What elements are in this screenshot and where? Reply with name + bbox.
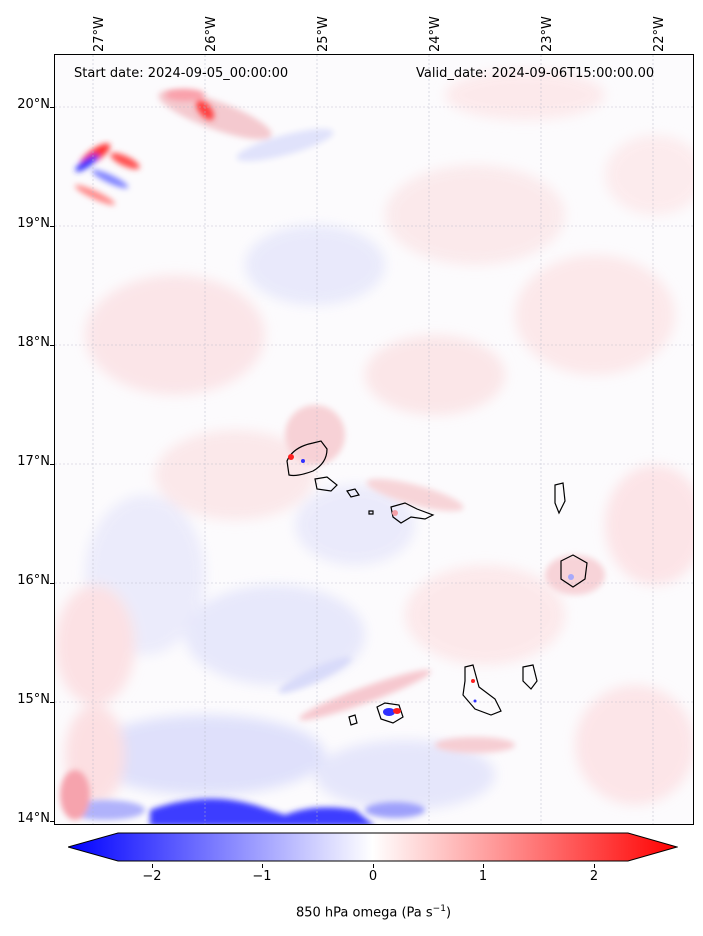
omega-field [55,55,693,824]
colorbar-title-text: 850 hPa omega (Pa s [295,905,433,921]
lat-label-18n: 18°N [17,335,50,350]
map-plot-area [54,54,694,825]
colorbar-tick [483,864,484,868]
lat-label-20n: 20°N [17,97,50,112]
lat-label-15n: 15°N [17,692,50,707]
colorbar-tick-label: 1 [478,869,488,884]
lat-tick [50,464,54,465]
colorbar-title: 850 hPa omega (Pa s−1) [0,904,703,920]
lat-label-16n: 16°N [17,573,50,588]
colorbar-tick [152,864,153,868]
lat-tick [50,702,54,703]
lat-label-17n: 17°N [17,454,50,469]
valid-date-label: Valid_date: 2024-09-06T15:00:00.00 [416,66,655,81]
lat-tick [50,226,54,227]
colorbar-title-exponent: −1 [432,904,446,914]
lon-label-26w: 26°W [204,16,219,52]
coastlines [286,440,588,726]
colorbar-title-close: ) [445,905,452,921]
start-date-label: Start date: 2024-09-05_00:00:00 [74,66,289,81]
colorbar-tick [594,864,595,868]
lon-label-27w: 27°W [92,16,107,52]
lat-tick [50,821,54,822]
lon-label-22w: 22°W [652,16,667,52]
lat-label-19n: 19°N [17,216,50,231]
lon-label-23w: 23°W [540,16,555,52]
colorbar-tick-label: 2 [589,869,599,884]
lat-tick [50,107,54,108]
lat-tick [50,583,54,584]
colorbar-tick [262,864,263,868]
colorbar-tick-label: 0 [368,869,378,884]
lon-label-25w: 25°W [316,16,331,52]
colorbar-tick-label: −1 [252,869,272,884]
lat-label-14n: 14°N [17,811,50,826]
lat-tick [50,345,54,346]
lon-label-24w: 24°W [428,16,443,52]
colorbar [68,832,678,862]
colorbar-tick [373,864,374,868]
colorbar-tick-label: −2 [142,869,162,884]
